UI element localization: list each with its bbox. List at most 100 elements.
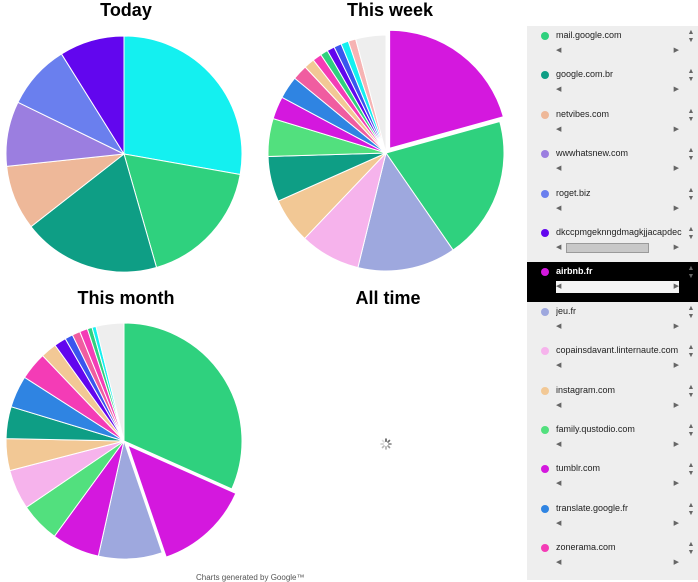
legend-item[interactable]: mail.google.com ◀ ▶ ▲ ▼	[527, 26, 698, 65]
horizontal-scrollbar[interactable]: ◀ ▶	[556, 557, 679, 569]
scroll-left-icon[interactable]: ◀	[556, 440, 562, 448]
pie-chart-today[interactable]	[0, 0, 243, 273]
scroll-up-icon[interactable]: ▲	[687, 265, 695, 273]
scroll-down-icon[interactable]: ▼	[687, 233, 695, 241]
pie-slice[interactable]	[95, 322, 125, 442]
scroll-up-icon[interactable]: ▲	[687, 462, 695, 470]
legend-item[interactable]: dkccpmgeknngdmagkjjacapdec ◀ ▶ ▲ ▼	[527, 223, 698, 262]
scroll-left-icon[interactable]: ◀	[556, 204, 562, 212]
horizontal-scrollbar[interactable]: ◀ ▶	[556, 124, 679, 136]
pie-slice[interactable]	[123, 35, 243, 176]
scroll-right-icon[interactable]: ▶	[673, 86, 679, 94]
scroll-right-icon[interactable]: ▶	[673, 165, 679, 173]
scroll-down-icon[interactable]: ▼	[687, 430, 695, 438]
scroll-right-icon[interactable]: ▶	[673, 440, 679, 448]
scroll-left-icon[interactable]: ◀	[556, 47, 562, 54]
pie-slice[interactable]	[355, 34, 387, 154]
vertical-scrollbar[interactable]: ▲ ▼	[685, 384, 697, 400]
scroll-down-icon[interactable]: ▼	[687, 352, 695, 360]
pie-slice[interactable]	[60, 35, 125, 156]
scroll-down-icon[interactable]: ▼	[687, 470, 695, 478]
scroll-left-icon[interactable]: ◀	[556, 559, 562, 567]
pie-slice[interactable]	[385, 120, 505, 251]
horizontal-scrollbar[interactable]: ◀ ▶	[556, 203, 679, 215]
scroll-left-icon[interactable]: ◀	[556, 125, 562, 133]
horizontal-scrollbar[interactable]: ◀ ▶	[556, 281, 679, 294]
legend-item[interactable]: zonerama.com ◀ ▶ ▲ ▼	[527, 538, 698, 577]
scroll-left-icon[interactable]: ◀	[556, 480, 562, 488]
scroll-left-icon[interactable]: ◀	[556, 243, 562, 251]
vertical-scrollbar[interactable]: ▲ ▼	[685, 502, 697, 518]
scroll-down-icon[interactable]: ▼	[687, 509, 695, 517]
scroll-down-icon[interactable]: ▼	[687, 155, 695, 163]
vertical-scrollbar[interactable]: ▲ ▼	[685, 265, 697, 281]
scroll-up-icon[interactable]: ▲	[687, 186, 695, 194]
legend-item[interactable]: copainsdavant.linternaute.com ◀ ▶ ▲ ▼	[527, 341, 698, 380]
vertical-scrollbar[interactable]: ▲ ▼	[685, 187, 697, 203]
scroll-right-icon[interactable]: ▶	[673, 204, 679, 212]
vertical-scrollbar[interactable]: ▲ ▼	[685, 344, 697, 360]
pie-slice[interactable]	[123, 322, 243, 490]
legend-item[interactable]: google.com.br ◀ ▶ ▲ ▼	[527, 65, 698, 104]
scroll-right-icon[interactable]: ▶	[673, 519, 679, 527]
legend-item[interactable]: airbnb.fr ◀ ▶ ▲ ▼	[527, 262, 698, 302]
horizontal-scrollbar[interactable]: ◀ ▶	[556, 45, 679, 57]
scroll-up-icon[interactable]: ▲	[687, 304, 695, 312]
scroll-up-icon[interactable]: ▲	[687, 344, 695, 352]
vertical-scrollbar[interactable]: ▲ ▼	[685, 147, 697, 163]
scroll-down-icon[interactable]: ▼	[687, 76, 695, 84]
scroll-right-icon[interactable]: ▶	[673, 283, 679, 291]
vertical-scrollbar[interactable]: ▲ ▼	[685, 226, 697, 242]
scroll-left-icon[interactable]: ◀	[556, 86, 562, 94]
scroll-up-icon[interactable]: ▲	[687, 541, 695, 549]
legend-item[interactable]: jeu.fr ◀ ▶ ▲ ▼	[527, 302, 698, 341]
scroll-up-icon[interactable]: ▲	[687, 107, 695, 115]
scroll-up-icon[interactable]: ▲	[687, 68, 695, 76]
horizontal-scrollbar[interactable]: ◀ ▶	[556, 163, 679, 175]
pie-slice[interactable]	[389, 29, 504, 149]
scroll-right-icon[interactable]: ▶	[673, 362, 679, 370]
scroll-left-icon[interactable]: ◀	[556, 322, 562, 330]
horizontal-scrollbar[interactable]: ◀ ▶	[556, 400, 679, 412]
pie-slice[interactable]	[30, 153, 158, 273]
scroll-down-icon[interactable]: ▼	[687, 273, 695, 281]
legend-item[interactable]: translate.google.fr ◀ ▶ ▲ ▼	[527, 499, 698, 538]
legend-panel[interactable]: mail.google.com ◀ ▶ ▲ ▼ google.com.br ◀ ▶ ▲ ▼ netv…	[527, 26, 698, 580]
vertical-scrollbar[interactable]: ▲ ▼	[685, 462, 697, 478]
scroll-left-icon[interactable]: ◀	[556, 401, 562, 409]
scroll-left-icon[interactable]: ◀	[556, 362, 562, 370]
vertical-scrollbar[interactable]: ▲ ▼	[685, 423, 697, 439]
scroll-right-icon[interactable]: ▶	[673, 322, 679, 330]
scroll-up-icon[interactable]: ▲	[687, 147, 695, 155]
scroll-right-icon[interactable]: ▶	[673, 480, 679, 488]
scroll-up-icon[interactable]: ▲	[687, 225, 695, 233]
legend-item[interactable]: wwwhatsnew.com ◀ ▶ ▲ ▼	[527, 144, 698, 183]
pie-slice[interactable]	[357, 151, 454, 272]
pie-chart-this-month[interactable]	[0, 0, 243, 560]
vertical-scrollbar[interactable]: ▲ ▼	[685, 68, 697, 84]
pie-slice[interactable]	[123, 153, 241, 269]
scroll-up-icon[interactable]: ▲	[687, 501, 695, 509]
horizontal-scrollbar[interactable]: ◀ ▶	[556, 439, 679, 451]
horizontal-scrollbar[interactable]: ◀ ▶	[556, 321, 679, 333]
legend-item[interactable]: instagram.com ◀ ▶ ▲ ▼	[527, 381, 698, 420]
legend-item[interactable]: family.qustodio.com ◀ ▶ ▲ ▼	[527, 420, 698, 459]
pie-chart-this-week[interactable]	[0, 0, 505, 272]
legend-item[interactable]: netvibes.com ◀ ▶ ▲ ▼	[527, 105, 698, 144]
scroll-down-icon[interactable]: ▼	[687, 549, 695, 557]
horizontal-scrollbar[interactable]: ◀ ▶	[556, 84, 679, 96]
vertical-scrollbar[interactable]: ▲ ▼	[685, 108, 697, 124]
horizontal-scrollbar[interactable]: ◀ ▶	[556, 360, 679, 372]
scroll-right-icon[interactable]: ▶	[673, 401, 679, 409]
legend-item[interactable]: tumblr.com ◀ ▶ ▲ ▼	[527, 459, 698, 498]
scroll-right-icon[interactable]: ▶	[673, 125, 679, 133]
scroll-right-icon[interactable]: ▶	[673, 243, 679, 251]
scroll-right-icon[interactable]: ▶	[673, 559, 679, 567]
scroll-left-icon[interactable]: ◀	[556, 165, 562, 173]
scroll-up-icon[interactable]: ▲	[687, 422, 695, 430]
scroll-left-icon[interactable]: ◀	[556, 283, 562, 291]
horizontal-scrollbar[interactable]: ◀ ▶	[556, 478, 679, 490]
pie-slice[interactable]	[127, 444, 237, 558]
scroll-down-icon[interactable]: ▼	[687, 115, 695, 123]
scroll-down-icon[interactable]: ▼	[687, 391, 695, 399]
